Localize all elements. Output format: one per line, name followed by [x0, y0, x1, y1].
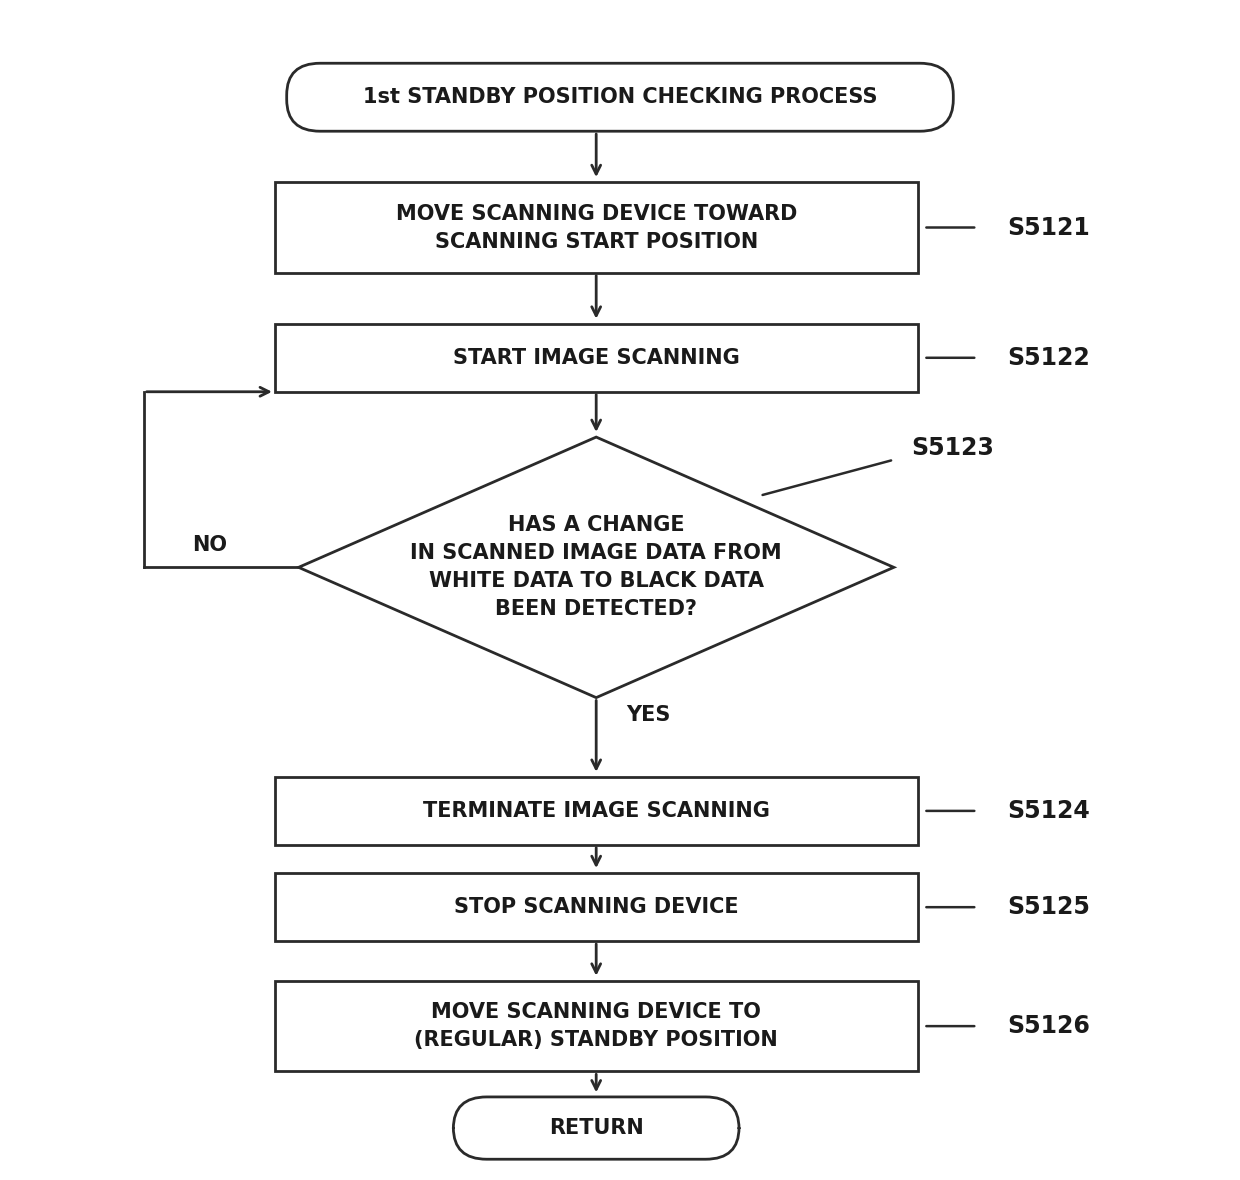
- Text: TERMINATE IMAGE SCANNING: TERMINATE IMAGE SCANNING: [423, 801, 770, 821]
- Text: STOP SCANNING DEVICE: STOP SCANNING DEVICE: [454, 897, 739, 917]
- FancyBboxPatch shape: [454, 1097, 739, 1159]
- Bar: [275, 182, 918, 273]
- Text: S5126: S5126: [1007, 1014, 1090, 1038]
- Text: MOVE SCANNING DEVICE TO
(REGULAR) STANDBY POSITION: MOVE SCANNING DEVICE TO (REGULAR) STANDB…: [414, 1002, 777, 1050]
- Text: YES: YES: [626, 704, 671, 725]
- Text: S5125: S5125: [1007, 896, 1090, 919]
- Bar: [275, 981, 918, 1071]
- Text: NO: NO: [192, 535, 227, 555]
- Bar: [275, 873, 918, 942]
- Text: HAS A CHANGE
IN SCANNED IMAGE DATA FROM
WHITE DATA TO BLACK DATA
BEEN DETECTED?: HAS A CHANGE IN SCANNED IMAGE DATA FROM …: [410, 516, 782, 620]
- Bar: [275, 323, 918, 392]
- Text: 1st STANDBY POSITION CHECKING PROCESS: 1st STANDBY POSITION CHECKING PROCESS: [363, 87, 877, 107]
- Text: S5123: S5123: [911, 437, 994, 460]
- Text: S5124: S5124: [1007, 799, 1090, 822]
- Polygon shape: [299, 437, 894, 697]
- Text: S5121: S5121: [1007, 216, 1090, 240]
- Bar: [275, 776, 918, 845]
- FancyBboxPatch shape: [286, 64, 954, 131]
- Text: S5122: S5122: [1007, 346, 1090, 369]
- Text: RETURN: RETURN: [549, 1119, 644, 1138]
- Text: START IMAGE SCANNING: START IMAGE SCANNING: [453, 348, 739, 368]
- Text: MOVE SCANNING DEVICE TOWARD
SCANNING START POSITION: MOVE SCANNING DEVICE TOWARD SCANNING STA…: [396, 203, 797, 251]
